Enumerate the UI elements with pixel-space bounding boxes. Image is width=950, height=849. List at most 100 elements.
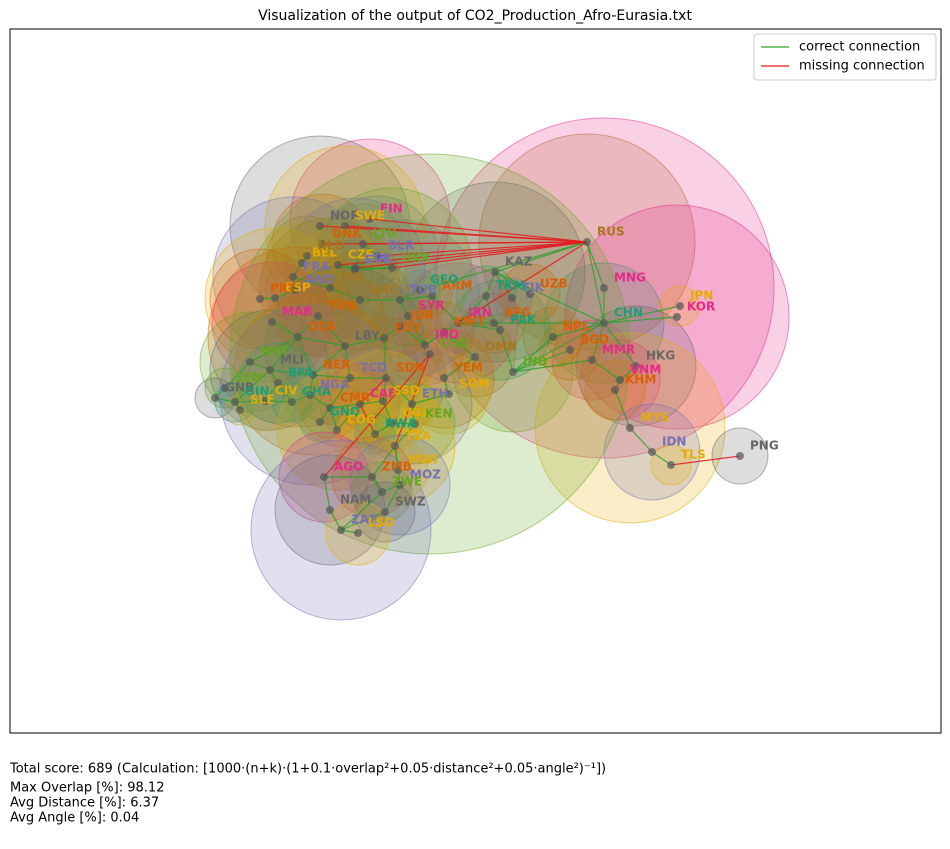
node-label: MNG xyxy=(614,271,646,285)
node-label: ITA xyxy=(340,271,362,285)
legend-label: missing connection xyxy=(799,59,925,74)
node-label: UGA xyxy=(402,406,432,420)
node-point xyxy=(508,294,516,302)
node-label: MLI xyxy=(280,353,304,367)
connection xyxy=(494,271,513,299)
connection xyxy=(399,325,426,346)
node-point xyxy=(440,374,448,382)
node-label: SSD xyxy=(393,384,420,398)
node-point xyxy=(316,222,324,230)
node-point xyxy=(396,322,404,330)
node-point xyxy=(404,312,412,320)
node-point xyxy=(303,252,311,260)
node-label: OMN xyxy=(485,340,517,354)
connection xyxy=(312,374,351,379)
connection xyxy=(329,377,351,409)
connection xyxy=(234,400,266,403)
connection xyxy=(323,353,431,478)
node-point xyxy=(426,350,434,358)
connection xyxy=(292,276,331,289)
node-label: GRC xyxy=(370,283,398,297)
node-label: FIN xyxy=(380,202,403,216)
node-point xyxy=(318,240,326,248)
node-label: LSO xyxy=(368,516,395,530)
connection xyxy=(354,241,588,269)
node-point xyxy=(320,473,328,481)
node-point xyxy=(421,341,429,349)
node-point xyxy=(354,529,362,537)
connection xyxy=(234,369,271,403)
node-label: SWZ xyxy=(395,495,426,509)
connection xyxy=(443,331,476,358)
node-label: GNB xyxy=(225,381,254,395)
node-label: CMR xyxy=(340,391,370,405)
node-point xyxy=(306,391,314,399)
connection xyxy=(269,369,314,376)
connection xyxy=(603,322,637,367)
connection xyxy=(369,218,588,243)
connection xyxy=(323,476,331,511)
node-point xyxy=(648,448,656,456)
node-label: BEL xyxy=(312,246,337,260)
connection xyxy=(603,305,681,324)
node-point xyxy=(366,215,374,223)
node-point xyxy=(736,452,744,460)
node-label: GIN xyxy=(245,385,269,399)
node-point xyxy=(496,326,504,334)
connection xyxy=(394,353,431,447)
node-label: MYS xyxy=(640,411,669,425)
node-label: YEM xyxy=(453,361,483,375)
node-point xyxy=(294,333,302,341)
node-label: TKM xyxy=(496,279,525,293)
node-point xyxy=(314,312,322,320)
node-point xyxy=(356,296,364,304)
node-point xyxy=(616,376,624,384)
connection xyxy=(485,295,495,324)
connection xyxy=(457,322,501,331)
node-label: ETH xyxy=(422,387,448,401)
node-point xyxy=(256,295,264,303)
connection xyxy=(485,271,496,297)
node-point xyxy=(266,366,274,374)
node-point xyxy=(274,379,282,387)
connection xyxy=(269,336,299,371)
node-label: SEN xyxy=(235,371,262,385)
node-point xyxy=(378,488,386,496)
node-label: NOR xyxy=(330,209,359,223)
connection xyxy=(329,403,361,409)
connection xyxy=(371,445,396,478)
node-label: DZA xyxy=(308,320,337,334)
legend-box xyxy=(753,33,937,81)
node-point xyxy=(445,390,453,398)
node-point xyxy=(667,461,675,469)
node-label: TZA xyxy=(405,429,432,443)
node-label: KOR xyxy=(687,300,715,314)
connection xyxy=(457,241,588,324)
connection xyxy=(591,322,605,361)
connection xyxy=(329,287,361,301)
connection xyxy=(419,241,588,291)
connection xyxy=(336,403,361,431)
node-label: PNG xyxy=(750,439,779,453)
connection xyxy=(411,393,450,405)
node-label: FRA xyxy=(303,260,330,274)
connection xyxy=(224,361,251,389)
node-point xyxy=(326,404,334,412)
node-label: IND xyxy=(523,355,548,369)
node-point xyxy=(382,374,390,382)
node-label: JPN xyxy=(689,289,713,303)
node-point xyxy=(271,294,279,302)
node-label: ZMB xyxy=(382,460,412,474)
node-point xyxy=(341,222,349,230)
node-point xyxy=(583,238,591,246)
node-point xyxy=(454,319,462,327)
connection xyxy=(603,316,678,324)
node-point xyxy=(368,473,376,481)
node-label: CHN xyxy=(614,306,643,320)
node-point xyxy=(374,252,382,260)
node-label: MMR xyxy=(602,343,635,357)
node-point xyxy=(509,368,517,376)
connection xyxy=(512,349,571,373)
node-label: JOR xyxy=(409,309,434,323)
connection xyxy=(494,271,531,295)
